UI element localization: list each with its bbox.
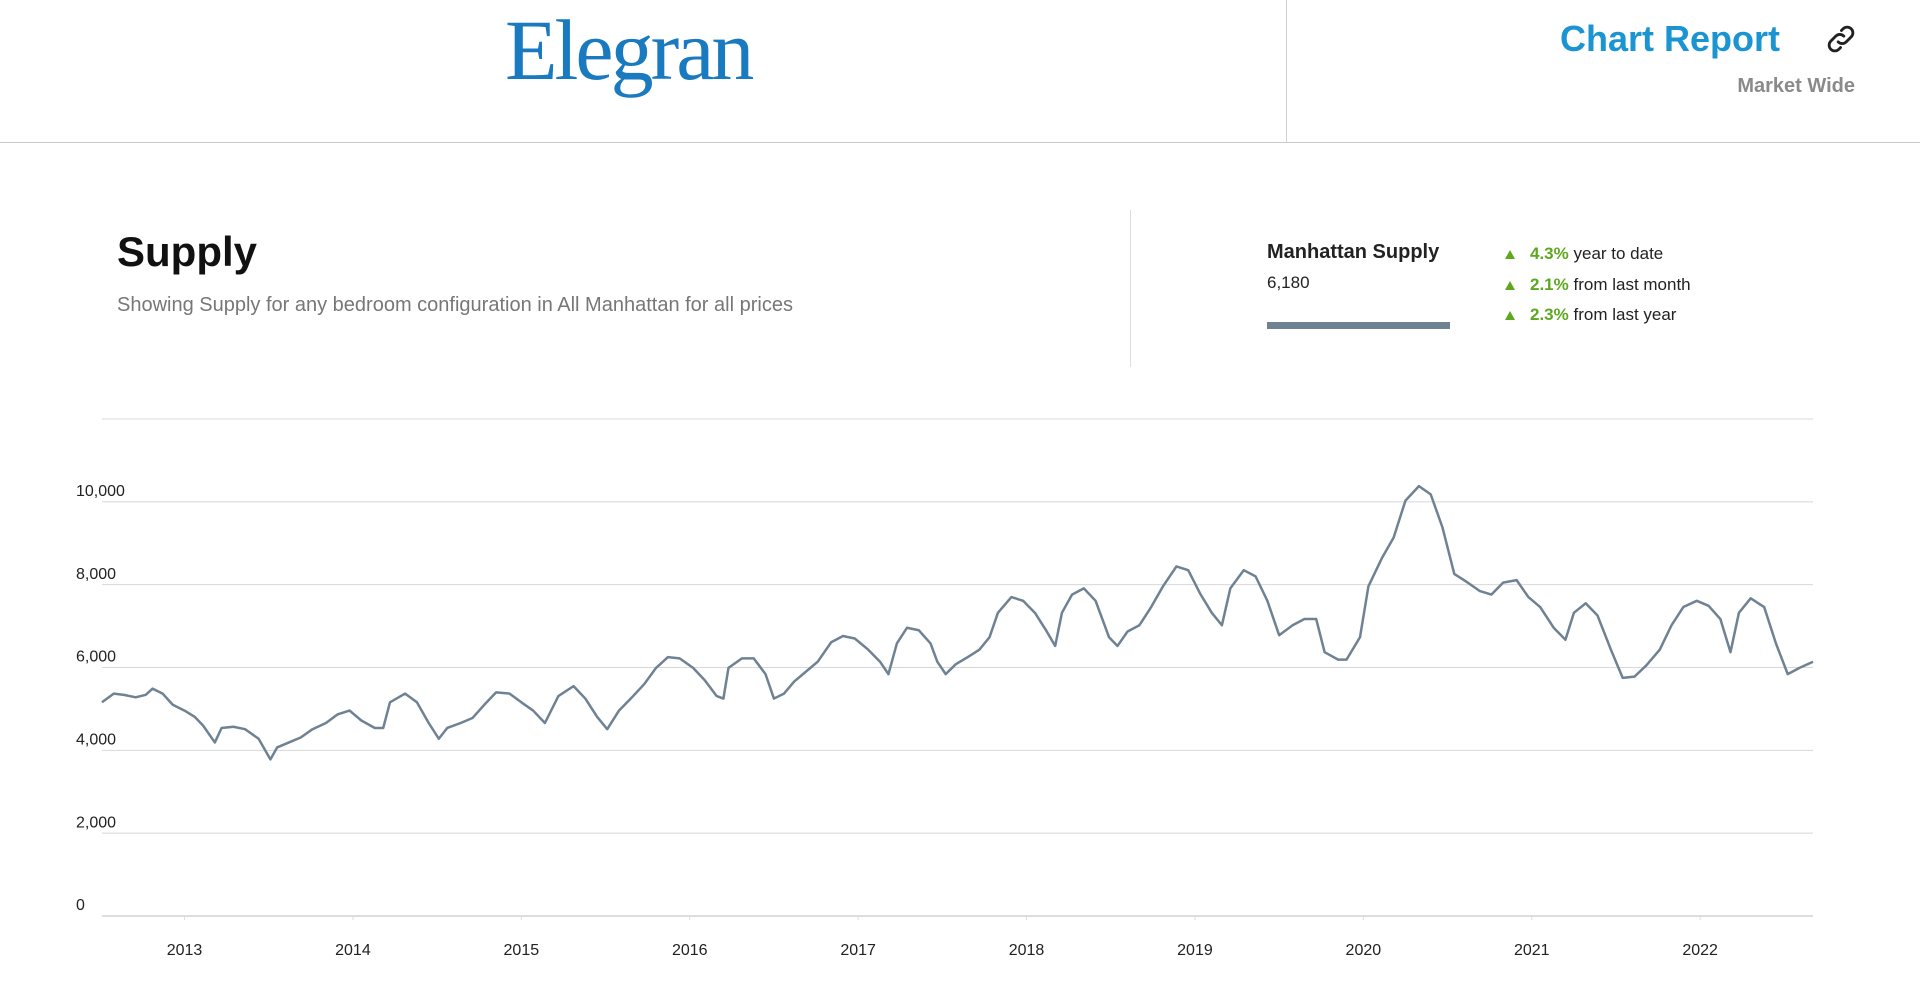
divider	[1130, 210, 1131, 367]
report-title: Chart Report	[1559, 18, 1780, 59]
y-tick-label: 8,000	[76, 566, 116, 583]
x-tick-label: 2021	[1514, 942, 1550, 959]
link-icon[interactable]	[1824, 22, 1858, 56]
y-tick-label: 4,000	[76, 732, 116, 749]
stat: 2.3% from last year	[1505, 305, 1676, 325]
legend-label: Manhattan Supply	[1267, 241, 1440, 263]
stat-label: year to date	[1573, 244, 1664, 263]
x-tick-label: 2022	[1682, 942, 1718, 959]
y-tick-label: 6,000	[76, 649, 116, 666]
stat-value: 4.3%	[1530, 244, 1569, 263]
x-tick-label: 2020	[1346, 942, 1382, 959]
stat: 2.1% from last month	[1505, 275, 1691, 295]
stat-value: 2.3%	[1530, 305, 1569, 324]
stat-label: from last month	[1573, 274, 1691, 294]
divider	[0, 142, 1920, 143]
up-arrow	[1505, 311, 1515, 320]
x-tick-label: 2013	[167, 942, 203, 959]
x-tick-label: 2017	[840, 942, 876, 959]
stat-label: from last year	[1573, 305, 1677, 324]
up-arrow	[1505, 250, 1515, 259]
y-tick-label: 2,000	[76, 814, 116, 831]
x-tick-label: 2014	[335, 942, 371, 959]
up-arrow	[1505, 280, 1515, 290]
legend-value: 6,180	[1267, 273, 1310, 292]
data-line	[101, 484, 1814, 761]
stat-value: 2.1%	[1530, 274, 1569, 294]
x-tick-label: 2016	[672, 942, 708, 959]
y-tick-label: 0	[76, 897, 85, 914]
report-subtitle: Market Wide	[1737, 75, 1855, 97]
chart-title: Supply	[117, 228, 258, 275]
y-tick-label: 10,000	[76, 483, 125, 500]
legend-swatch	[1267, 322, 1450, 329]
x-tick-label: 2019	[1177, 942, 1213, 959]
x-tick-label: 2015	[504, 942, 540, 959]
divider	[1286, 0, 1287, 142]
chart-subtitle: Showing Supply for any bedroom configura…	[117, 294, 793, 316]
stat: 4.3% year to date	[1505, 244, 1663, 264]
logo[interactable]: Elegran	[505, 2, 754, 98]
x-tick-label: 2018	[1009, 942, 1045, 959]
